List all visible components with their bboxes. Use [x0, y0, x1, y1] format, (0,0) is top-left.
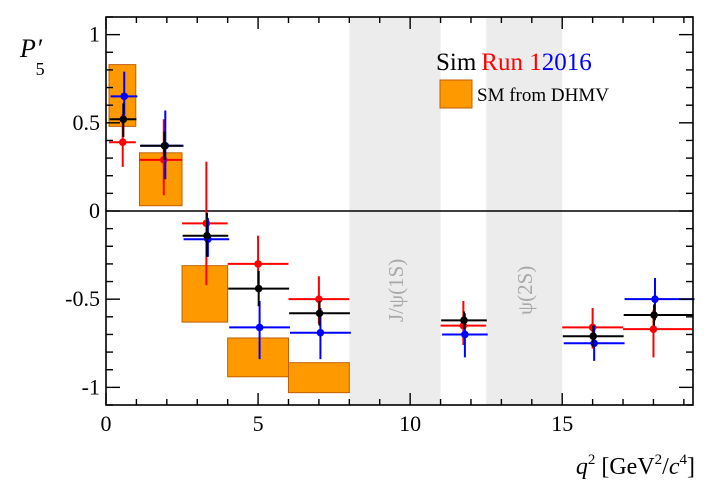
data-series — [109, 71, 695, 361]
series-1-point-0-marker — [120, 92, 129, 101]
series-0-point-4-marker — [315, 295, 323, 303]
vetoed-region-labels: J/ψ(1S) ψ(2S) — [384, 259, 537, 322]
series-2-point-7-marker — [650, 311, 658, 319]
legend-title: Sim Run 12016 — [436, 49, 592, 76]
series-1-point-4-marker — [316, 328, 325, 337]
x-axis-label-gev-sup: 2 — [655, 452, 663, 468]
y-tick-label-3: -0.5 — [65, 286, 100, 311]
x-tick-label-1: 5 — [253, 411, 264, 436]
legend-title-sim: Sim — [436, 49, 477, 76]
x-axis-label-q: q — [576, 454, 588, 480]
series-0-point-7-marker — [649, 325, 658, 333]
sm-prediction-boxes — [108, 64, 350, 394]
y-axis-label: P′ 5 — [19, 34, 45, 79]
vetoed-region-label-0: J/ψ(1S) — [384, 259, 408, 322]
vetoed-region-label-1: ψ(2S) — [513, 266, 537, 315]
legend: Sim Run 12016 SM from DHMV — [436, 49, 609, 109]
y-tick-label-2: 0 — [89, 198, 100, 223]
y-tick-label-0: 1 — [89, 22, 100, 47]
legend-title-2016: 2016 — [542, 49, 592, 76]
x-tick-label-2: 10 — [399, 411, 421, 436]
series-2-point-4-marker — [315, 309, 324, 318]
series-2-point-0-marker — [119, 115, 128, 124]
series-2-point-2-marker — [203, 231, 211, 240]
sm-box-3 — [227, 337, 289, 378]
x-axis-label-slash: / — [662, 454, 669, 480]
sm-box-2 — [181, 265, 229, 323]
series-1-point-7-marker — [651, 295, 659, 303]
y-axis-label-sub: 5 — [36, 59, 45, 79]
x-axis-label-close: ] — [687, 454, 695, 480]
series-2-point-3-marker — [254, 284, 263, 293]
x-tick-label-0: 0 — [101, 411, 112, 436]
x-axis-label: q2 [GeV2/c4] — [576, 452, 695, 480]
y-axis-label-main: P — [19, 34, 36, 63]
x-axis-ticks: 0 5 10 15 — [101, 17, 685, 436]
y-tick-label-4: -1 — [82, 374, 100, 399]
sm-box-4 — [287, 362, 350, 394]
series-sim — [109, 103, 694, 347]
legend-sm-swatch — [439, 79, 473, 109]
x-axis-label-open: [GeV — [595, 454, 655, 480]
series-2-point-5-marker — [460, 316, 468, 325]
x-tick-label-3: 15 — [551, 411, 573, 436]
series-1-point-5-marker — [461, 330, 469, 339]
x-axis-label-q-sup: 2 — [588, 452, 596, 468]
series-2-point-6-marker — [589, 332, 598, 341]
legend-title-run1: Run 1 — [481, 49, 541, 76]
series-1-point-3-marker — [255, 323, 264, 332]
series-0-point-3-marker — [254, 260, 262, 268]
series-2-point-1-marker — [160, 141, 169, 150]
y-axis-label-prime: ′ — [38, 34, 44, 63]
x-axis-label-c: c — [669, 454, 680, 480]
legend-sm-label: SM from DHMV — [477, 85, 609, 106]
x-axis-label-c-sup: 4 — [680, 452, 688, 468]
y-tick-label-1: 0.5 — [73, 110, 101, 135]
series-0-point-0-marker — [118, 138, 127, 147]
y-axis-ticks: 1 0.5 0 -0.5 -1 — [65, 16, 693, 406]
